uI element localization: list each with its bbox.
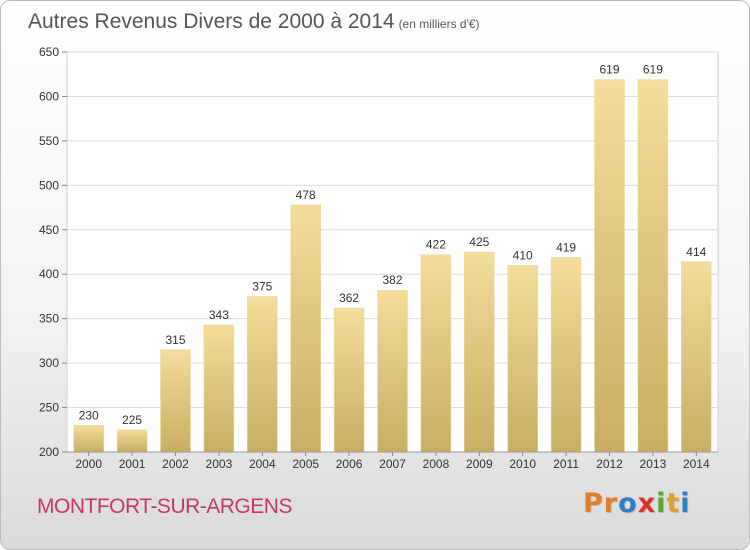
bar bbox=[681, 261, 712, 453]
bar-value-label: 362 bbox=[339, 291, 359, 305]
y-tick-label: 600 bbox=[39, 89, 59, 103]
bar-value-label: 343 bbox=[209, 308, 229, 322]
bar bbox=[203, 324, 235, 453]
bar bbox=[73, 425, 104, 453]
bar bbox=[116, 429, 148, 453]
brand-letter: o bbox=[618, 488, 638, 519]
bar bbox=[637, 79, 669, 453]
bar-value-label: 619 bbox=[599, 63, 619, 77]
bar bbox=[420, 254, 452, 453]
bar-value-label: 425 bbox=[469, 235, 489, 249]
title-text: Autres Revenus Divers de 2000 à 2014 bbox=[28, 10, 395, 33]
y-tick-label: 650 bbox=[39, 45, 59, 59]
y-tick-label: 350 bbox=[39, 312, 59, 326]
x-tick-label: 2012 bbox=[596, 457, 623, 471]
x-tick-label: 2006 bbox=[336, 457, 363, 471]
x-tick-label: 2013 bbox=[640, 457, 667, 471]
bar-value-label: 619 bbox=[643, 63, 663, 77]
x-tick-label: 2010 bbox=[509, 457, 536, 471]
bar bbox=[377, 289, 408, 453]
y-tick-label: 500 bbox=[39, 178, 59, 192]
x-tick-label: 2014 bbox=[683, 457, 710, 471]
bar bbox=[507, 265, 538, 453]
bar bbox=[247, 296, 278, 453]
brand-letter: i bbox=[680, 488, 691, 519]
bar bbox=[333, 307, 365, 453]
x-tick-label: 2001 bbox=[119, 457, 146, 471]
bar-value-label: 315 bbox=[165, 333, 185, 347]
bar-value-label: 375 bbox=[252, 279, 272, 293]
chart-title: Autres Revenus Divers de 2000 à 2014 (en … bbox=[28, 10, 480, 34]
brand-letter: x bbox=[637, 488, 657, 519]
bar bbox=[464, 251, 495, 453]
bar bbox=[160, 349, 191, 453]
y-tick-label: 300 bbox=[39, 356, 59, 370]
x-tick-label: 2004 bbox=[249, 457, 276, 471]
y-tick-label: 200 bbox=[39, 445, 59, 459]
brand-letter: t bbox=[666, 488, 681, 519]
bar-value-label: 225 bbox=[122, 413, 142, 427]
x-tick-label: 2000 bbox=[75, 457, 102, 471]
x-tick-label: 2011 bbox=[553, 457, 579, 471]
brand-logo: Proxiti bbox=[583, 488, 691, 519]
brand-letter: P bbox=[583, 488, 604, 519]
bar bbox=[290, 204, 321, 453]
bar-value-label: 382 bbox=[382, 273, 402, 287]
y-tick-label: 250 bbox=[39, 401, 59, 415]
y-tick-label: 550 bbox=[39, 134, 59, 148]
chart-subtitle: (en milliers d'€) bbox=[398, 17, 480, 31]
brand-letter: i bbox=[656, 488, 667, 519]
bar bbox=[550, 257, 582, 453]
brand-letter: r bbox=[603, 488, 619, 519]
x-tick-label: 2008 bbox=[423, 457, 450, 471]
x-tick-label: 2002 bbox=[162, 457, 189, 471]
bar-value-label: 230 bbox=[79, 408, 99, 422]
bar-value-label: 410 bbox=[513, 248, 533, 262]
x-tick-label: 2007 bbox=[379, 457, 406, 471]
bar-value-label: 414 bbox=[686, 245, 706, 259]
bar-value-label: 478 bbox=[296, 188, 316, 202]
bar-value-label: 419 bbox=[556, 240, 576, 254]
x-tick-label: 2009 bbox=[466, 457, 493, 471]
x-tick-label: 2003 bbox=[206, 457, 233, 471]
y-tick-label: 400 bbox=[39, 267, 59, 281]
x-tick-label: 2005 bbox=[292, 457, 319, 471]
y-tick-label: 450 bbox=[39, 223, 59, 237]
commune-name: MONTFORT-SUR-ARGENS bbox=[37, 495, 292, 518]
bar bbox=[594, 79, 625, 453]
bar-value-label: 422 bbox=[426, 238, 446, 252]
